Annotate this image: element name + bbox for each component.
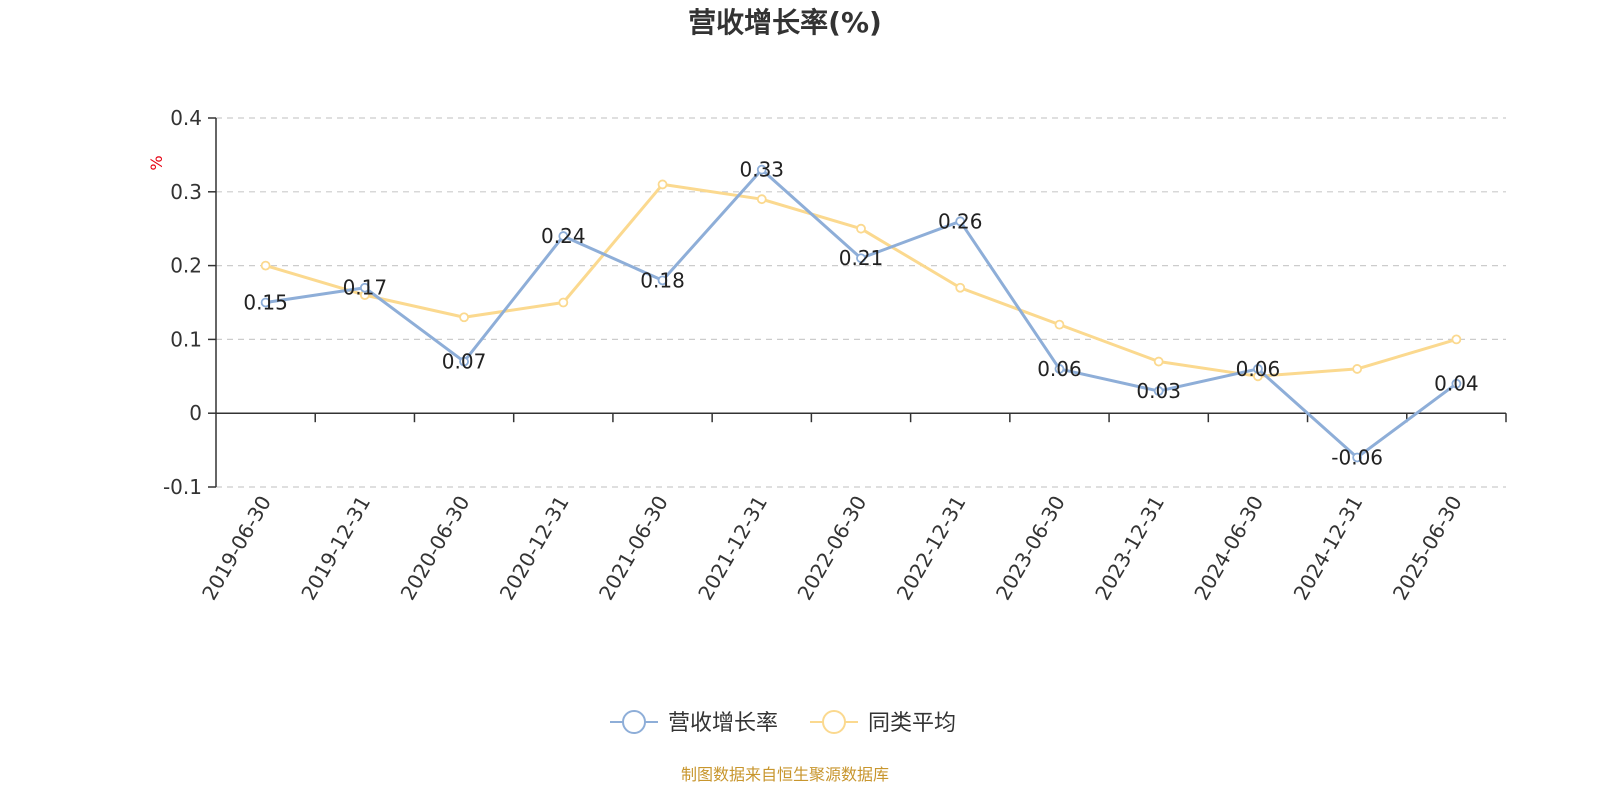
data-point[interactable] (459, 356, 469, 367)
data-label: 0.26 (938, 209, 983, 233)
data-label: 0.07 (442, 350, 487, 374)
y-tick-label: 0.4 (170, 106, 202, 130)
data-label: 0.03 (1136, 379, 1181, 403)
data-point[interactable] (1451, 378, 1462, 389)
data-label: 0.17 (343, 276, 388, 300)
data-point[interactable] (756, 194, 767, 205)
legend-marker (622, 710, 646, 734)
y-axis-ticks: 0.4 0.3 0.2 0.1 0 -0.1 (163, 106, 202, 499)
legend-item-0[interactable]: 营收增长率 (610, 710, 778, 736)
y-tick-label: 0.2 (170, 254, 202, 278)
x-tick-label: 2021-06-30 (594, 492, 673, 605)
data-point[interactable] (558, 231, 569, 241)
data-point[interactable] (1054, 319, 1065, 330)
data-point[interactable] (1253, 364, 1263, 374)
data-label: -0.06 (1331, 445, 1383, 469)
data-point[interactable] (1352, 452, 1363, 463)
legend-marker (822, 710, 846, 734)
data-point[interactable] (856, 223, 866, 234)
legend[interactable]: 营收增长率 同类平均 (610, 710, 956, 736)
y-tick-label: 0 (189, 401, 202, 425)
y-tick-label: 0.1 (170, 327, 202, 351)
data-label: 0.15 (243, 291, 288, 315)
data-label: 0.06 (1037, 357, 1082, 381)
chart-title: 营收增长率(%) (688, 6, 882, 39)
data-label: 0.06 (1236, 357, 1281, 381)
data-point[interactable] (359, 282, 370, 293)
data-point[interactable] (260, 260, 271, 271)
data-point[interactable] (1451, 334, 1462, 345)
source-note: 制图数据来自恒生聚源数据库 (681, 765, 889, 784)
data-label: 0.24 (541, 224, 586, 248)
legend-label: 同类平均 (868, 711, 956, 736)
x-tick-label: 2024-12-31 (1289, 492, 1368, 605)
data-point[interactable] (756, 164, 767, 175)
x-tick-label: 2024-06-30 (1189, 492, 1268, 605)
data-label: 0.18 (640, 268, 685, 292)
x-tick-label: 2023-06-30 (991, 492, 1070, 605)
x-axis-ticks: 2019-06-30 2019-12-31 2020-06-30 2020-12-31… (197, 491, 1467, 604)
data-point[interactable] (657, 179, 668, 190)
data-point[interactable] (856, 253, 866, 264)
data-point[interactable] (459, 312, 469, 323)
x-tick-label: 2023-12-31 (1090, 492, 1169, 605)
x-tick-label: 2025-06-30 (1388, 492, 1467, 605)
data-point[interactable] (955, 282, 966, 293)
x-tick-label: 2022-12-31 (892, 491, 971, 604)
x-tick-label: 2020-12-31 (495, 492, 574, 605)
x-tick-label: 2021-12-31 (693, 492, 772, 605)
data-label: 0.04 (1434, 372, 1479, 396)
x-tick-label: 2019-12-31 (296, 492, 375, 605)
data-point[interactable] (558, 297, 569, 308)
series-lines (260, 164, 1462, 463)
data-label: 0.21 (839, 246, 884, 270)
y-axis-unit: % (147, 155, 166, 170)
axes (208, 117, 1507, 488)
x-tick-label: 2020-06-30 (396, 491, 475, 604)
data-label: 0.33 (740, 158, 785, 182)
data-point[interactable] (657, 275, 668, 286)
y-tick-label: -0.1 (163, 475, 202, 499)
legend-item-1[interactable]: 同类平均 (810, 710, 956, 736)
data-labels: 0.15 0.17 0.07 0.24 0.18 0.33 0.21 0.26 0.06 0.03… (243, 158, 1478, 470)
data-point[interactable] (1153, 356, 1164, 367)
legend-label: 营收增长率 (668, 711, 778, 736)
data-point[interactable] (955, 216, 966, 227)
y-tick-label: 0.3 (170, 180, 202, 204)
x-tick-label: 2019-06-30 (197, 492, 276, 605)
x-tick-label: 2022-06-30 (792, 492, 871, 605)
data-point[interactable] (1352, 364, 1363, 374)
data-point[interactable] (260, 297, 271, 308)
data-point[interactable] (1153, 386, 1164, 396)
data-point[interactable] (1054, 364, 1065, 374)
grid-lines (216, 117, 1506, 488)
